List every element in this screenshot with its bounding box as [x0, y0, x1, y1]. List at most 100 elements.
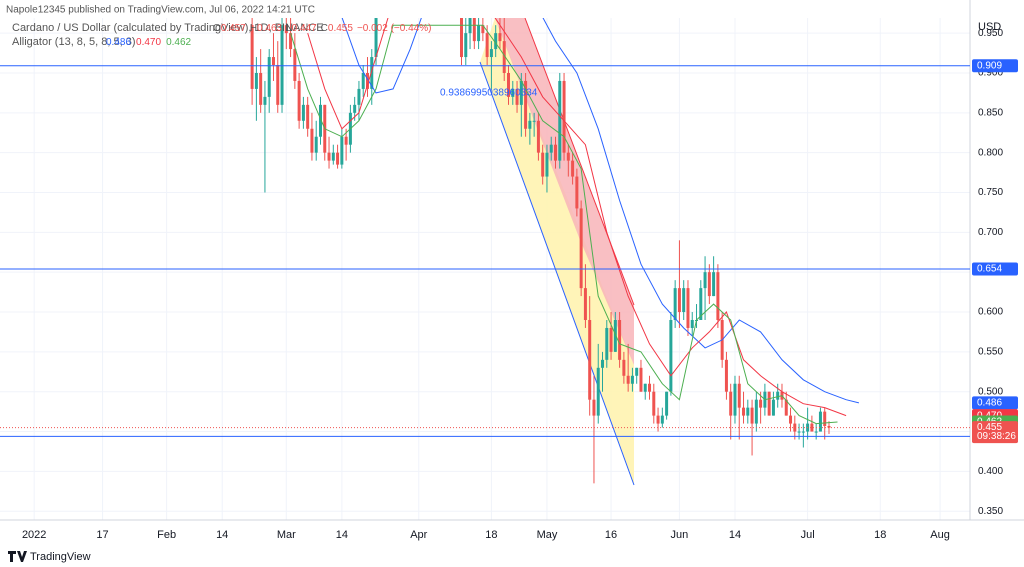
published-note: Napole12345 published on TradingView.com… [6, 5, 315, 16]
candle-body [733, 383, 737, 416]
x-tick-label: 14 [216, 529, 228, 541]
candle-body [515, 88, 519, 105]
indicator-name: Alligator (13, 8, 5, 8, 5, 3) [12, 36, 136, 48]
candle-body [541, 152, 545, 177]
candle-body [686, 288, 690, 328]
alligator-line [341, 18, 860, 404]
candle-body [690, 319, 694, 328]
candle-body [596, 367, 600, 416]
indicator-value: 0.462 [166, 37, 191, 48]
candle-body [784, 399, 788, 416]
candle-body [357, 88, 361, 105]
candle-body [626, 375, 630, 384]
trend-line [479, 61, 635, 486]
y-tick-label: 0.350 [978, 506, 1003, 517]
x-tick-label: 17 [96, 529, 108, 541]
candle-body [263, 96, 267, 105]
candle-body [759, 399, 763, 408]
price-tag [972, 396, 1018, 410]
x-tick-label: 18 [874, 529, 886, 541]
price-tag [972, 59, 1018, 73]
x-tick-label: Apr [410, 529, 427, 541]
candle-body [737, 383, 741, 408]
candle-body [660, 415, 664, 424]
candle-body [712, 272, 716, 297]
y-tick-label: 0.700 [978, 227, 1003, 238]
currency-bg [972, 18, 1024, 36]
candle-body [361, 72, 365, 89]
candle-body [477, 25, 481, 42]
indicator-value: 0.470 [136, 37, 161, 48]
pattern-fill [480, 18, 634, 485]
price-tag-label: 0.486 [977, 398, 1002, 409]
x-tick-label: Feb [157, 529, 176, 541]
candle-body [297, 80, 301, 121]
candle-body [776, 391, 780, 400]
candle-body [630, 375, 634, 384]
candle-body [707, 272, 711, 297]
y-tick-label: 0.950 [978, 28, 1003, 39]
branding: TradingView [8, 551, 91, 563]
candle-body [814, 431, 818, 433]
candle-body [259, 72, 263, 105]
x-tick-label: 18 [485, 529, 497, 541]
candle-body [280, 25, 284, 105]
y-tick-label: 0.400 [978, 466, 1003, 477]
candle-body [353, 104, 357, 113]
candle-body [797, 431, 801, 433]
candle-body [301, 104, 305, 121]
candle-body [703, 272, 707, 289]
candle-body [336, 152, 340, 165]
logo [8, 551, 27, 562]
candle-body [818, 411, 822, 432]
candle-body [331, 152, 335, 161]
pattern-fill [495, 18, 634, 365]
y-tick-label: 0.600 [978, 307, 1003, 318]
candle-body [250, 25, 254, 89]
y-tick-label: 0.500 [978, 386, 1003, 397]
candle-body [583, 288, 587, 320]
candle-body [370, 57, 374, 89]
candle-body [588, 319, 592, 400]
candle-body [494, 33, 498, 50]
candle-body [724, 359, 728, 392]
candle-body [639, 367, 643, 392]
currency: USD [978, 21, 1001, 33]
x-tick-label: May [537, 529, 558, 541]
price-tag [972, 421, 1018, 444]
candle-body [271, 57, 275, 66]
ohlc-key: L [286, 23, 292, 34]
candle-body [682, 288, 686, 313]
countdown: 09:38:26 [977, 431, 1016, 442]
x-tick-label: 16 [605, 529, 617, 541]
candle-body [613, 319, 617, 352]
candle-body [267, 57, 271, 97]
candle-body [314, 136, 318, 153]
candle-body [771, 399, 775, 416]
ohlc-value: 0.457 [221, 23, 246, 34]
brand-name: TradingView [30, 551, 91, 563]
candle-body [254, 72, 258, 89]
candle-body [729, 391, 733, 416]
candle-body [293, 49, 297, 81]
x-tick-label: 2022 [22, 529, 46, 541]
x-tick-label: Jun [671, 529, 689, 541]
ohlc-legend: O0.457 H0.463 L0.447 C0.455 −0.002 (−0.44%) [213, 23, 431, 34]
candle-body [622, 359, 626, 376]
indicator-legend: 0.486 0.470 0.462 [106, 37, 192, 48]
candle-body [289, 33, 293, 50]
alligator-line [307, 18, 847, 417]
candle-body [643, 383, 647, 392]
candle-body [746, 407, 750, 416]
y-tick-label: 0.900 [978, 68, 1003, 79]
ohlc-value: 0.455 [328, 23, 353, 34]
annotation: 0.9386995038960334 [440, 88, 538, 99]
candle-body [601, 359, 605, 368]
price-tag [972, 262, 1018, 276]
candle-body [750, 407, 754, 424]
plot-area [250, 18, 860, 486]
x-tick-label: 14 [336, 529, 348, 541]
candle-body [767, 391, 771, 416]
candle-body [545, 152, 549, 177]
candle-body [571, 160, 575, 177]
